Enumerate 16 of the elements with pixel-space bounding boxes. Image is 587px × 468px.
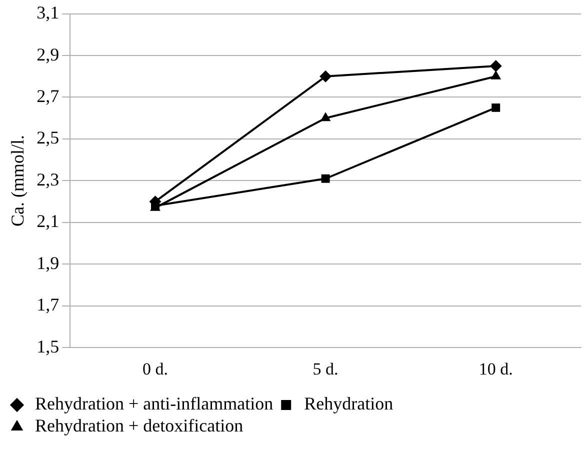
y-tick-label: 2,7	[36, 86, 60, 106]
legend-label: Rehydration + anti-inflammation	[35, 394, 274, 414]
y-tick-label: 1,9	[36, 252, 60, 273]
y-axis-title: Ca. (mmol/l.	[8, 134, 28, 226]
y-tick-label: 2,5	[36, 128, 60, 148]
legend-label: Rehydration + detoxification	[35, 416, 244, 436]
y-tick-label: 2,9	[36, 44, 60, 64]
y-tick-label: 1,7	[36, 294, 60, 315]
y-tick-label: 1,5	[36, 336, 60, 356]
x-tick-label: 0 d.	[142, 359, 168, 378]
y-tick-label: 2,1	[36, 211, 60, 232]
legend-label: Rehydration	[304, 394, 394, 414]
y-tick-label: 3,1	[36, 2, 60, 23]
y-tick-label: 2,3	[36, 169, 60, 190]
x-tick-label: 5 d.	[312, 359, 338, 378]
x-tick-label: 10 d.	[478, 359, 513, 378]
